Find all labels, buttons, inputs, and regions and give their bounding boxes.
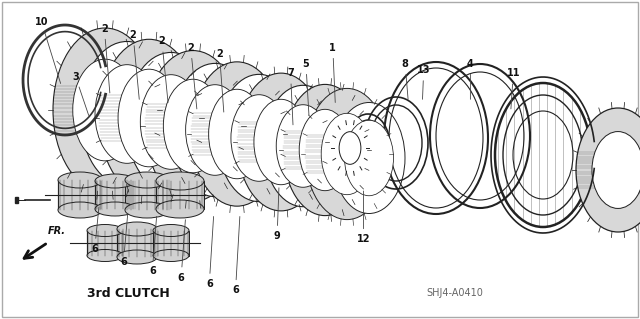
Ellipse shape bbox=[339, 132, 361, 164]
Ellipse shape bbox=[163, 79, 223, 173]
Ellipse shape bbox=[592, 131, 640, 208]
Ellipse shape bbox=[334, 124, 366, 172]
Ellipse shape bbox=[209, 89, 266, 179]
Ellipse shape bbox=[126, 52, 216, 192]
Ellipse shape bbox=[231, 95, 287, 181]
Text: 8: 8 bbox=[402, 59, 408, 99]
Text: 2: 2 bbox=[130, 30, 140, 99]
Text: 13: 13 bbox=[417, 65, 431, 99]
Ellipse shape bbox=[87, 249, 123, 262]
Ellipse shape bbox=[237, 73, 324, 211]
Text: 6: 6 bbox=[149, 217, 157, 276]
Ellipse shape bbox=[153, 225, 189, 236]
Text: 7: 7 bbox=[287, 68, 294, 125]
Ellipse shape bbox=[321, 113, 372, 195]
Ellipse shape bbox=[305, 88, 388, 219]
Ellipse shape bbox=[156, 200, 204, 218]
Ellipse shape bbox=[99, 39, 199, 197]
Text: 5: 5 bbox=[303, 59, 309, 115]
Ellipse shape bbox=[53, 28, 157, 192]
Text: 6: 6 bbox=[178, 220, 186, 283]
Text: 6: 6 bbox=[206, 217, 214, 289]
Ellipse shape bbox=[140, 75, 202, 169]
Ellipse shape bbox=[344, 120, 394, 196]
Ellipse shape bbox=[254, 99, 308, 185]
Text: 2: 2 bbox=[101, 24, 110, 93]
Ellipse shape bbox=[125, 172, 169, 188]
Text: 4: 4 bbox=[467, 59, 474, 99]
Text: 2: 2 bbox=[159, 36, 168, 102]
FancyBboxPatch shape bbox=[156, 181, 204, 209]
Ellipse shape bbox=[125, 202, 169, 218]
Ellipse shape bbox=[264, 85, 342, 207]
Ellipse shape bbox=[58, 172, 102, 188]
Ellipse shape bbox=[284, 85, 367, 216]
Text: 6: 6 bbox=[232, 217, 240, 295]
Text: 2: 2 bbox=[188, 43, 197, 109]
Ellipse shape bbox=[186, 85, 244, 175]
Text: 2: 2 bbox=[216, 49, 224, 112]
Ellipse shape bbox=[156, 172, 204, 190]
FancyBboxPatch shape bbox=[153, 231, 189, 256]
Ellipse shape bbox=[145, 50, 241, 201]
Ellipse shape bbox=[218, 74, 300, 202]
FancyBboxPatch shape bbox=[125, 180, 169, 210]
Ellipse shape bbox=[118, 69, 180, 167]
Ellipse shape bbox=[95, 65, 159, 163]
Text: SHJ4-A0410: SHJ4-A0410 bbox=[426, 288, 483, 299]
Ellipse shape bbox=[153, 249, 189, 262]
Text: 6: 6 bbox=[92, 207, 99, 254]
Ellipse shape bbox=[58, 202, 102, 218]
Text: 6: 6 bbox=[120, 213, 128, 267]
FancyBboxPatch shape bbox=[117, 229, 157, 257]
Polygon shape bbox=[15, 197, 18, 203]
Ellipse shape bbox=[95, 202, 135, 216]
Text: 9: 9 bbox=[274, 188, 280, 241]
Text: 1: 1 bbox=[330, 43, 336, 102]
Ellipse shape bbox=[333, 102, 405, 213]
FancyBboxPatch shape bbox=[58, 180, 102, 210]
Ellipse shape bbox=[300, 109, 351, 191]
FancyBboxPatch shape bbox=[95, 181, 135, 209]
Text: 11: 11 bbox=[506, 68, 520, 109]
Text: 3rd CLUTCH: 3rd CLUTCH bbox=[86, 287, 170, 300]
Ellipse shape bbox=[117, 250, 157, 264]
Ellipse shape bbox=[73, 59, 137, 161]
Text: 3: 3 bbox=[72, 71, 89, 115]
Ellipse shape bbox=[87, 225, 123, 236]
Ellipse shape bbox=[80, 41, 174, 187]
Ellipse shape bbox=[276, 105, 330, 187]
FancyBboxPatch shape bbox=[87, 231, 123, 256]
Ellipse shape bbox=[95, 174, 135, 188]
Text: 12: 12 bbox=[356, 191, 371, 244]
Text: 10: 10 bbox=[35, 17, 61, 84]
Text: FR.: FR. bbox=[47, 226, 65, 236]
Ellipse shape bbox=[172, 63, 258, 197]
Ellipse shape bbox=[117, 222, 157, 236]
Ellipse shape bbox=[191, 62, 283, 206]
Ellipse shape bbox=[576, 108, 640, 232]
